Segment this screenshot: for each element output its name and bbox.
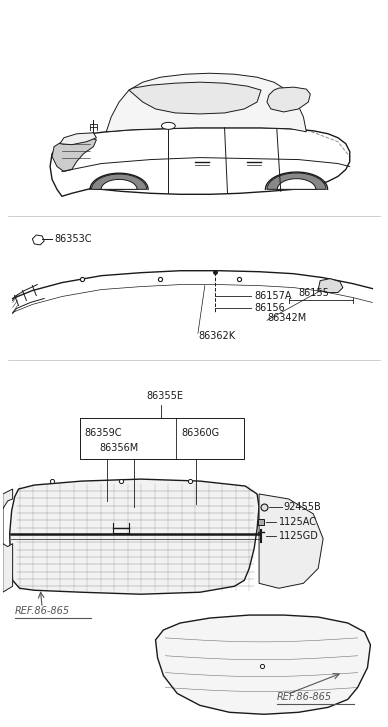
Polygon shape xyxy=(129,82,261,114)
Text: 86157A: 86157A xyxy=(254,291,292,300)
Polygon shape xyxy=(267,173,326,189)
Polygon shape xyxy=(10,479,259,594)
Text: 86353C: 86353C xyxy=(54,234,92,244)
Text: 86156: 86156 xyxy=(254,303,285,313)
Text: REF.86-865: REF.86-865 xyxy=(277,692,332,702)
Text: 86362K: 86362K xyxy=(198,332,235,341)
Text: 92455B: 92455B xyxy=(284,502,321,512)
Text: 1125GD: 1125GD xyxy=(279,531,319,541)
Text: 86360G: 86360G xyxy=(181,427,219,438)
Text: 86359C: 86359C xyxy=(85,427,122,438)
Polygon shape xyxy=(267,87,310,112)
Polygon shape xyxy=(277,179,316,189)
Text: 86155: 86155 xyxy=(298,288,329,297)
Polygon shape xyxy=(318,278,343,292)
Text: 86342M: 86342M xyxy=(267,313,306,324)
Polygon shape xyxy=(101,180,137,189)
Text: 86356M: 86356M xyxy=(99,443,139,454)
Polygon shape xyxy=(156,615,371,715)
Text: REF.86-865: REF.86-865 xyxy=(15,606,70,616)
Polygon shape xyxy=(50,128,350,196)
Polygon shape xyxy=(32,235,44,245)
Polygon shape xyxy=(106,73,307,132)
Polygon shape xyxy=(92,174,147,189)
Polygon shape xyxy=(60,133,96,145)
Text: 86355E: 86355E xyxy=(147,390,184,401)
Text: 1125AC: 1125AC xyxy=(279,517,317,527)
Polygon shape xyxy=(52,137,96,172)
Polygon shape xyxy=(259,494,323,588)
Ellipse shape xyxy=(161,122,175,129)
Polygon shape xyxy=(3,489,13,593)
